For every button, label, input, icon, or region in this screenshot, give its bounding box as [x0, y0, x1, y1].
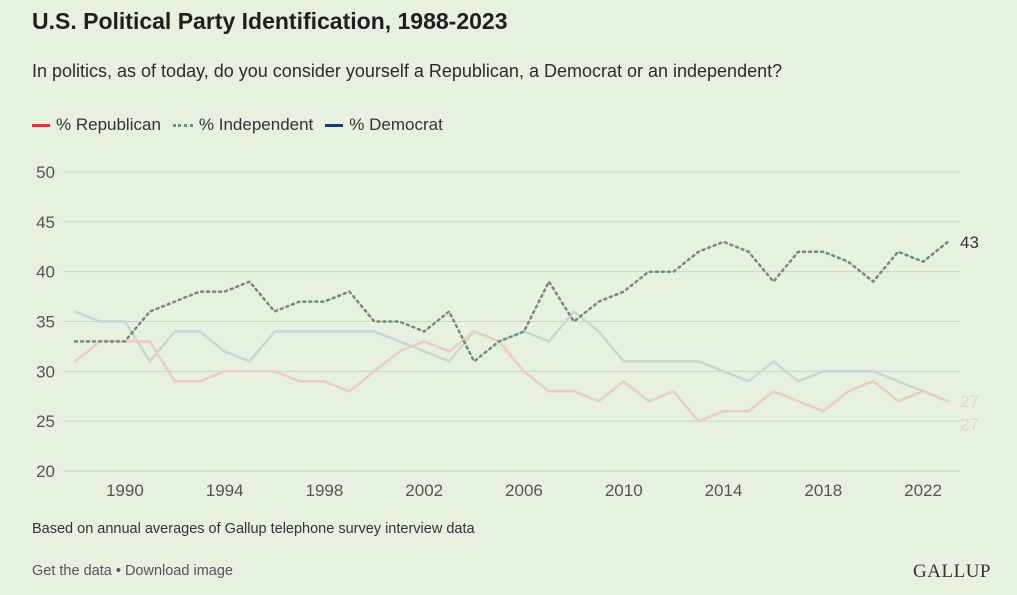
legend-swatch-republican [32, 123, 50, 127]
y-tick-label-50: 50 [36, 163, 55, 182]
y-tick-label-30: 30 [36, 362, 55, 381]
footer-links: Get the data • Download image [32, 563, 233, 579]
legend-label-independent: % Independent [198, 115, 314, 134]
end-label-republican: 27 [960, 415, 979, 434]
x-tick-label-2018: 2018 [804, 481, 842, 500]
chart-title: U.S. Political Party Identification, 198… [32, 8, 508, 34]
legend-item-independent[interactable]: % Independent [172, 115, 314, 135]
y-tick-label-35: 35 [36, 313, 55, 332]
y-tick-label-45: 45 [36, 213, 55, 232]
x-tick-label-2010: 2010 [605, 481, 643, 500]
download-image-link[interactable]: Download image [124, 563, 233, 579]
y-tick-label-40: 40 [36, 263, 55, 282]
gallup-logo: GALLUP [913, 561, 991, 582]
x-tick-label-2006: 2006 [505, 481, 543, 500]
x-tick-label-1994: 1994 [206, 481, 244, 500]
y-tick-label-20: 20 [36, 462, 55, 481]
legend-item-republican[interactable]: % Republican [32, 115, 161, 135]
series-line-republican [73, 330, 950, 423]
y-tick-label-25: 25 [36, 412, 55, 431]
legend-label-democrat: % Democrat [349, 115, 443, 134]
end-label-democrat: 27 [960, 392, 979, 411]
end-label-independent: 43 [960, 233, 979, 252]
x-tick-label-2002: 2002 [405, 481, 443, 500]
series-line-independent [73, 240, 950, 363]
footer-separator: • [111, 563, 125, 579]
legend-swatch-democrat [325, 123, 344, 127]
source-note: Based on annual averages of Gallup telep… [32, 521, 475, 537]
legend-swatch-independent [172, 123, 193, 127]
x-tick-label-1990: 1990 [106, 481, 144, 500]
chart-subtitle: In politics, as of today, do you conside… [32, 61, 783, 81]
get-data-link[interactable]: Get the data [32, 563, 112, 579]
x-tick-label-2014: 2014 [705, 481, 743, 500]
x-tick-label-2022: 2022 [904, 481, 942, 500]
legend: % Republican % Independent % Democrat [32, 115, 455, 135]
legend-label-republican: % Republican [56, 115, 161, 134]
legend-item-democrat[interactable]: % Democrat [325, 115, 443, 135]
x-tick-label-1998: 1998 [306, 481, 344, 500]
